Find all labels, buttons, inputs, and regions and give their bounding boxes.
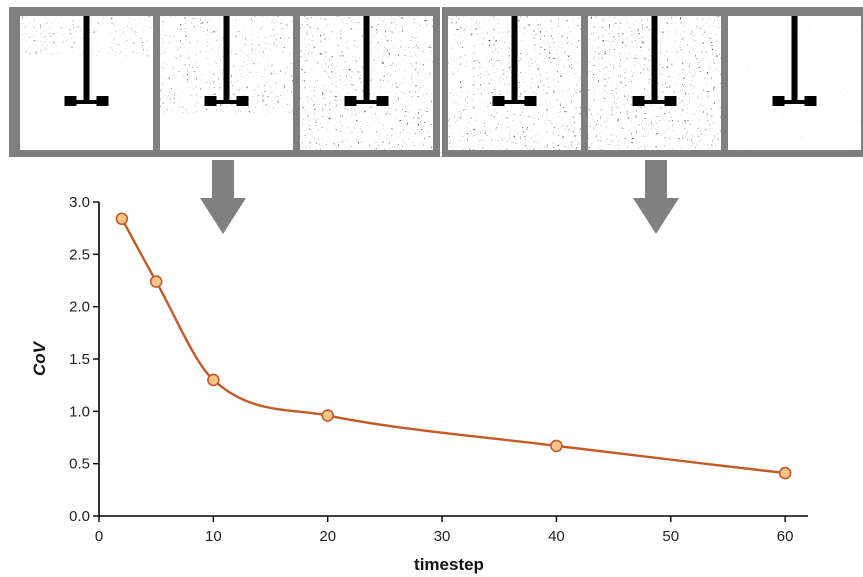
impeller-blade (64, 96, 77, 106)
y-tick-label: 3.0 (69, 194, 90, 211)
data-point (321, 409, 335, 422)
y-tick-label: 0.5 (69, 456, 90, 473)
impeller-shaft (363, 16, 370, 104)
impeller-blade (344, 96, 357, 106)
impeller-shaft (791, 16, 798, 104)
impeller-blade (204, 100, 249, 104)
x-axis-title: timestep (414, 555, 484, 574)
impeller-blade (772, 96, 785, 106)
arrow-right (633, 160, 679, 234)
data-point (778, 466, 792, 480)
impeller-shaft (223, 16, 230, 104)
x-tick-label: 10 (205, 528, 222, 545)
y-axis-title: CoV (30, 340, 49, 376)
impeller-blade (524, 96, 537, 106)
x-tick-label: 40 (548, 528, 565, 545)
data-point (115, 212, 129, 226)
impeller-blade (344, 100, 389, 104)
snapshot-strip (9, 7, 863, 157)
x-tick-label: 30 (434, 528, 451, 545)
x-tick-label: 20 (319, 528, 336, 545)
data-point (149, 275, 163, 288)
impeller-blade (96, 96, 109, 106)
line-chart: 0.0 0.5 1.0 1.5 2.0 2.5 3.0 0 10 20 30 40 50 60 time… (30, 194, 808, 574)
snapshot-4 (448, 16, 581, 150)
x-tick-label: 60 (777, 528, 794, 545)
x-tick-label: 0 (95, 528, 103, 545)
impeller-blade (632, 96, 645, 106)
data-point (207, 373, 220, 387)
snapshot-2 (160, 16, 293, 150)
impeller-blade (492, 100, 537, 104)
x-tick-label: 50 (662, 528, 679, 545)
snapshot-1 (20, 16, 153, 150)
y-tick-label: 1.5 (69, 351, 90, 368)
impeller-shaft (651, 16, 658, 104)
y-tick-label: 0.0 (69, 508, 90, 525)
arrow-left (200, 160, 246, 234)
impeller-blade (664, 96, 677, 106)
snapshot-6 (728, 16, 861, 150)
y-tick-label: 2.5 (69, 246, 90, 263)
impeller-blade (236, 96, 249, 106)
snapshot-3 (300, 16, 433, 150)
impeller-blade (64, 100, 109, 104)
snapshot-5 (588, 16, 721, 150)
impeller-blade (376, 96, 389, 106)
impeller-blade (204, 96, 217, 106)
impeller-blade (804, 96, 817, 106)
impeller-blade (492, 96, 505, 106)
y-tick-label: 1.0 (69, 403, 90, 420)
impeller-shaft (83, 16, 90, 104)
series-line (120, 218, 786, 475)
impeller-blade (632, 100, 677, 104)
impeller-shaft (511, 16, 518, 104)
impeller-blade (772, 100, 817, 104)
data-point (550, 439, 563, 453)
y-tick-label: 2.0 (69, 299, 90, 316)
